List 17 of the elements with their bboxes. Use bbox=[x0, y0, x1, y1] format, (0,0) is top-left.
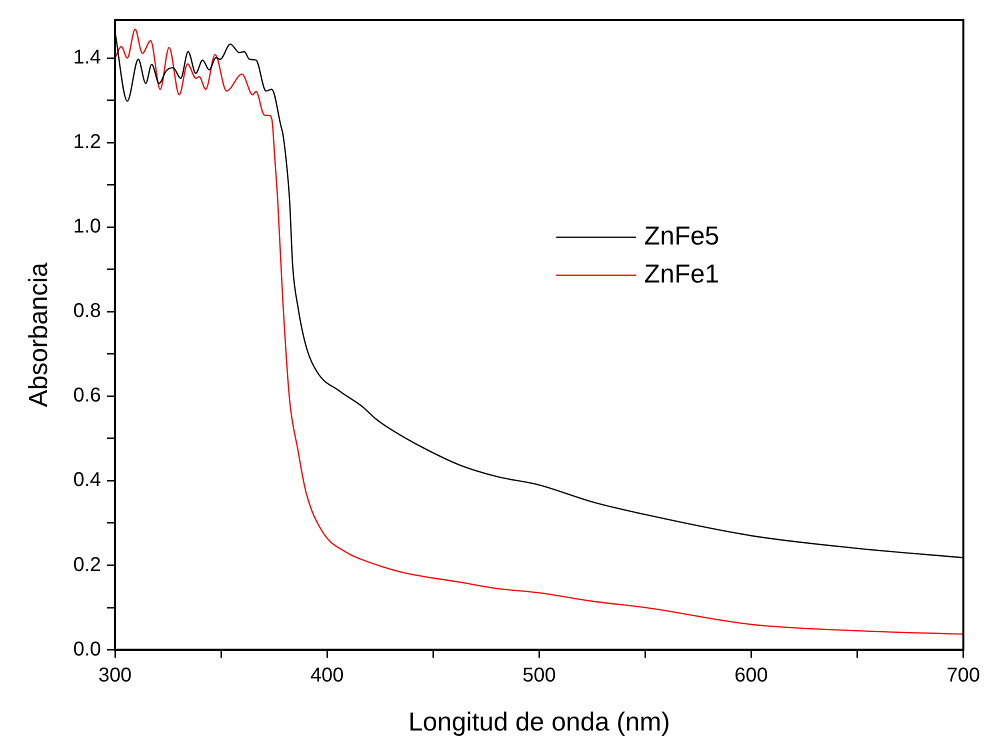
x-axis-title: Longitud de onda (nm) bbox=[408, 706, 670, 737]
y-tick-label: 0.8 bbox=[73, 300, 102, 322]
x-tick-label: 700 bbox=[946, 664, 980, 686]
legend-label: ZnFe5 bbox=[644, 220, 720, 250]
y-tick-label: 1.0 bbox=[73, 216, 102, 238]
y-tick-label: 1.2 bbox=[73, 131, 102, 154]
y-tick-label: 0.4 bbox=[73, 469, 102, 492]
y-tick-label: 0.2 bbox=[73, 554, 102, 576]
x-tick-label: 600 bbox=[734, 664, 768, 686]
y-axis-title: Absorbancia bbox=[22, 262, 53, 408]
x-tick-label: 300 bbox=[98, 664, 132, 686]
y-tick-label: 0.6 bbox=[73, 384, 102, 407]
legend-label: ZnFe1 bbox=[644, 258, 720, 288]
y-tick-label: 1.4 bbox=[73, 46, 102, 69]
x-tick-label: 500 bbox=[522, 664, 556, 686]
x-tick-label: 400 bbox=[310, 664, 344, 686]
y-tick-label: 0.0 bbox=[73, 638, 102, 660]
